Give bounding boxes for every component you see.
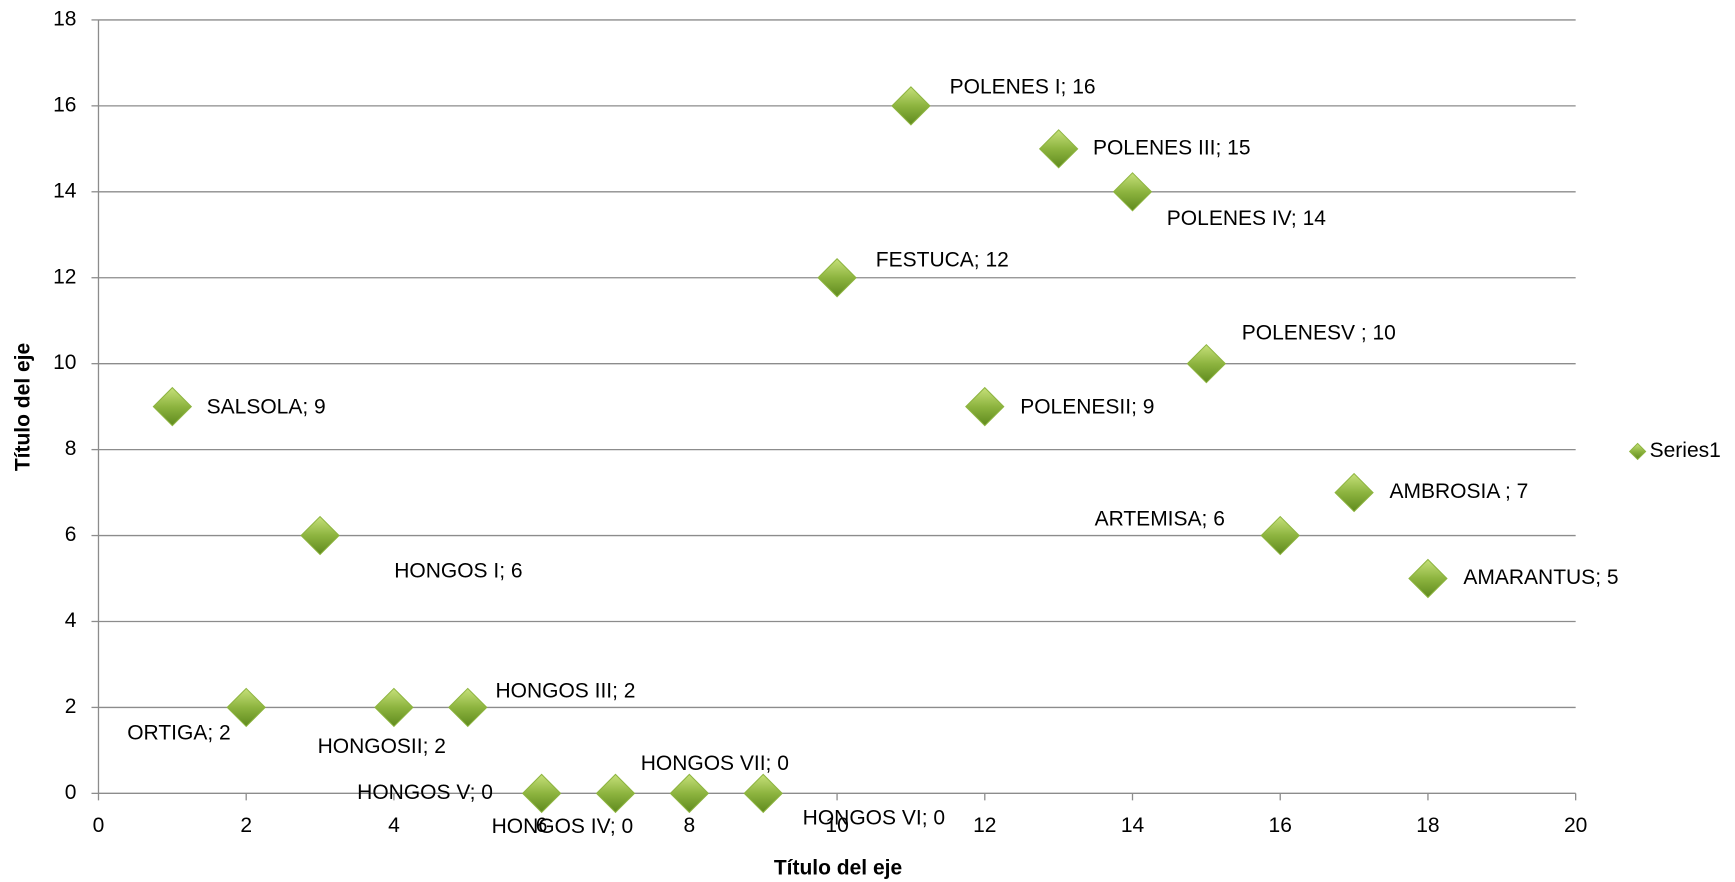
- x-tick-label: 6: [536, 814, 548, 837]
- point: [1408, 558, 1448, 599]
- data-label: POLENESII; 9: [1020, 395, 1154, 418]
- x-tick-label: 18: [1416, 814, 1439, 837]
- point: [1186, 343, 1227, 384]
- x-tick-label: 16: [1269, 814, 1292, 837]
- y-tick-label: 0: [65, 781, 77, 804]
- data-label: POLENESV ; 10: [1242, 321, 1396, 344]
- y-axis-title: Título del eje: [12, 343, 35, 471]
- y-tick-label: 6: [65, 523, 77, 546]
- y-tick-label: 18: [53, 7, 76, 30]
- data-label: POLENES IV; 14: [1167, 207, 1326, 230]
- point: [152, 386, 193, 427]
- x-tick-label: 8: [684, 814, 696, 837]
- point: [300, 515, 340, 556]
- data-label: HONGOS VII; 0: [641, 752, 789, 775]
- x-axis-title: Título del eje: [774, 857, 902, 880]
- y-tick-label: 10: [53, 351, 76, 374]
- y-tick-label: 8: [65, 437, 77, 460]
- x-tick-label: 4: [388, 814, 400, 837]
- data-label: HONGOS III; 2: [495, 679, 635, 702]
- point: [891, 86, 931, 126]
- point: [521, 773, 562, 814]
- y-tick-label: 14: [53, 179, 77, 202]
- data-label: HONGOS I; 6: [394, 560, 522, 583]
- point: [1038, 129, 1079, 169]
- data-label: POLENES III; 15: [1093, 136, 1251, 159]
- x-tick-label: 10: [825, 814, 848, 837]
- y-tick-label: 4: [65, 609, 77, 632]
- legend-marker: [1628, 442, 1647, 461]
- data-label: AMBROSIA ; 7: [1389, 480, 1528, 503]
- point: [374, 687, 414, 728]
- point: [1334, 472, 1374, 513]
- point: [965, 386, 1005, 427]
- data-label: HONGOS VI; 0: [803, 806, 945, 829]
- data-label: ORTIGA; 2: [127, 722, 230, 745]
- x-tick-label: 12: [973, 814, 996, 837]
- y-tick-label: 2: [65, 695, 77, 718]
- x-tick-label: 2: [240, 814, 252, 837]
- point: [669, 773, 710, 814]
- data-label: HONGOS IV; 0: [492, 815, 634, 838]
- x-tick-label: 0: [93, 814, 105, 837]
- point: [595, 773, 636, 814]
- x-tick-label: 14: [1121, 814, 1145, 837]
- data-label: AMARANTUS; 5: [1463, 566, 1618, 589]
- data-label: FESTUCA; 12: [876, 249, 1009, 272]
- data-label: HONGOS V; 0: [357, 781, 493, 804]
- point: [1260, 515, 1300, 556]
- point: [226, 687, 266, 728]
- x-tick-label: 20: [1564, 814, 1587, 837]
- point: [743, 773, 783, 814]
- y-tick-label: 12: [53, 265, 76, 288]
- legend-label: Series1: [1650, 439, 1721, 462]
- y-tick-label: 16: [53, 93, 76, 116]
- point: [817, 258, 857, 298]
- point: [448, 687, 488, 728]
- data-label: SALSOLA; 9: [207, 395, 326, 418]
- point: [1112, 172, 1153, 212]
- data-label: HONGOSII; 2: [318, 735, 446, 758]
- data-label: ARTEMISA; 6: [1095, 508, 1225, 531]
- data-label: POLENES I; 16: [950, 76, 1096, 99]
